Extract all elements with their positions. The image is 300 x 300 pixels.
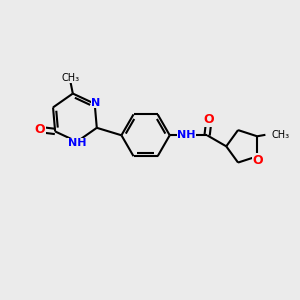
Text: NH: NH [177,130,196,140]
Text: O: O [34,124,45,136]
Text: NH: NH [68,138,86,148]
Text: O: O [203,113,214,127]
Text: O: O [253,154,263,167]
Text: CH₃: CH₃ [271,130,290,140]
Text: CH₃: CH₃ [61,73,80,83]
Text: N: N [91,98,101,108]
